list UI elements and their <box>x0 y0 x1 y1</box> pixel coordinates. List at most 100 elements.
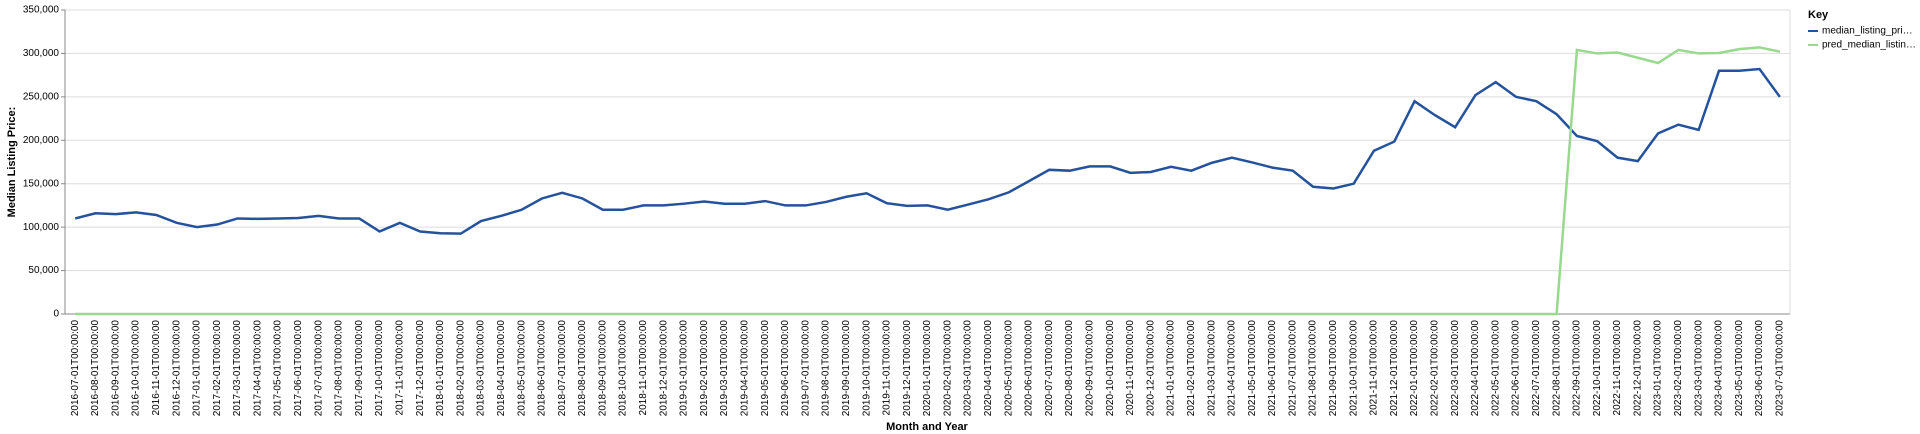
x-tick-label: 2020-06-01T00:00:00 <box>1024 320 1035 417</box>
x-tick-label: 2018-01-01T00:00:00 <box>435 320 446 417</box>
x-tick-label: 2021-07-01T00:00:00 <box>1287 320 1298 417</box>
x-tick-label: 2023-04-01T00:00:00 <box>1714 320 1725 417</box>
x-tick-label: 2019-08-01T00:00:00 <box>821 320 832 417</box>
x-tick-label: 2017-06-01T00:00:00 <box>293 320 304 417</box>
x-tick-label: 2018-07-01T00:00:00 <box>557 320 568 417</box>
x-tick-label: 2019-11-01T00:00:00 <box>882 320 893 416</box>
x-tick-label: 2020-05-01T00:00:00 <box>1003 320 1014 417</box>
x-tick-label: 2019-07-01T00:00:00 <box>800 320 811 417</box>
x-tick-label: 2016-11-01T00:00:00 <box>151 320 162 416</box>
x-tick-label: 2018-03-01T00:00:00 <box>476 320 487 417</box>
x-tick-label: 2017-03-01T00:00:00 <box>232 320 243 417</box>
x-tick-label: 2023-03-01T00:00:00 <box>1693 320 1704 417</box>
x-tick-label: 2017-11-01T00:00:00 <box>394 320 405 416</box>
x-tick-label: 2017-08-01T00:00:00 <box>334 320 345 417</box>
x-tick-label: 2020-10-01T00:00:00 <box>1105 320 1116 417</box>
x-tick-label: 2022-07-01T00:00:00 <box>1531 320 1542 417</box>
x-tick-label: 2017-02-01T00:00:00 <box>212 320 223 417</box>
x-tick-label: 2022-03-01T00:00:00 <box>1450 320 1461 417</box>
x-tick-label: 2019-01-01T00:00:00 <box>679 320 690 417</box>
x-tick-label: 2020-09-01T00:00:00 <box>1084 320 1095 417</box>
x-tick-label: 2018-08-01T00:00:00 <box>577 320 588 417</box>
y-tick-label: 0 <box>53 309 59 320</box>
y-tick-label: 300,000 <box>23 48 60 59</box>
x-tick-label: 2022-01-01T00:00:00 <box>1409 320 1420 417</box>
y-tick-label: 200,000 <box>23 135 60 146</box>
x-tick-label: 2018-11-01T00:00:00 <box>638 320 649 416</box>
x-tick-label: 2018-04-01T00:00:00 <box>496 320 507 417</box>
x-tick-label: 2021-03-01T00:00:00 <box>1206 320 1217 417</box>
y-axis-title: Median Listing Price: <box>6 107 18 218</box>
x-tick-label: 2021-11-01T00:00:00 <box>1369 320 1380 416</box>
x-tick-label: 2021-08-01T00:00:00 <box>1308 320 1319 417</box>
x-tick-label: 2016-10-01T00:00:00 <box>131 320 142 417</box>
x-tick-label: 2023-05-01T00:00:00 <box>1734 320 1745 417</box>
x-axis-title: Month and Year <box>886 421 968 433</box>
legend-label: pred_median_listin… <box>1822 40 1916 51</box>
x-tick-label: 2018-05-01T00:00:00 <box>516 320 527 417</box>
x-tick-label: 2017-07-01T00:00:00 <box>313 320 324 417</box>
x-tick-label: 2016-07-01T00:00:00 <box>70 320 81 417</box>
x-tick-label: 2018-12-01T00:00:00 <box>658 320 669 417</box>
x-tick-label: 2020-03-01T00:00:00 <box>963 320 974 417</box>
x-tick-label: 2021-09-01T00:00:00 <box>1328 320 1339 417</box>
x-tick-label: 2016-12-01T00:00:00 <box>171 320 182 417</box>
x-tick-label: 2022-02-01T00:00:00 <box>1429 320 1440 417</box>
x-tick-label: 2016-08-01T00:00:00 <box>90 320 101 417</box>
x-tick-label: 2022-12-01T00:00:00 <box>1632 320 1643 417</box>
x-tick-label: 2020-04-01T00:00:00 <box>983 320 994 417</box>
x-tick-label: 2021-05-01T00:00:00 <box>1247 320 1258 417</box>
x-tick-label: 2023-01-01T00:00:00 <box>1653 320 1664 417</box>
x-tick-label: 2017-05-01T00:00:00 <box>273 320 284 417</box>
x-tick-label: 2022-04-01T00:00:00 <box>1470 320 1481 417</box>
x-tick-label: 2021-01-01T00:00:00 <box>1166 320 1177 417</box>
x-tick-label: 2020-07-01T00:00:00 <box>1044 320 1055 417</box>
legend-label: median_listing_pri… <box>1822 26 1913 37</box>
y-tick-label: 150,000 <box>23 178 60 189</box>
x-tick-label: 2017-12-01T00:00:00 <box>415 320 426 417</box>
line <box>74 67 1781 235</box>
x-tick-label: 2020-02-01T00:00:00 <box>942 320 953 417</box>
x-tick-label: 2020-12-01T00:00:00 <box>1145 320 1156 417</box>
legend-title: Key <box>1808 9 1829 21</box>
x-tick-label: 2023-02-01T00:00:00 <box>1673 320 1684 417</box>
x-tick-label: 2017-09-01T00:00:00 <box>354 320 365 417</box>
x-tick-label: 2018-06-01T00:00:00 <box>537 320 548 417</box>
x-tick-label: 2020-01-01T00:00:00 <box>922 320 933 417</box>
x-tick-label: 2023-06-01T00:00:00 <box>1754 320 1765 417</box>
y-tick-label: 50,000 <box>28 265 59 276</box>
x-tick-label: 2022-05-01T00:00:00 <box>1490 320 1501 417</box>
x-tick-label: 2019-09-01T00:00:00 <box>841 320 852 417</box>
line <box>75 46 1781 316</box>
y-tick-label: 100,000 <box>23 222 60 233</box>
x-tick-label: 2018-02-01T00:00:00 <box>455 320 466 417</box>
x-tick-label: 2020-08-01T00:00:00 <box>1064 320 1075 417</box>
x-tick-label: 2022-11-01T00:00:00 <box>1612 320 1623 416</box>
x-tick-label: 2019-03-01T00:00:00 <box>719 320 730 417</box>
x-tick-label: 2019-12-01T00:00:00 <box>902 320 913 417</box>
x-tick-label: 2016-09-01T00:00:00 <box>110 320 121 417</box>
x-tick-label: 2017-04-01T00:00:00 <box>252 320 263 417</box>
x-tick-label: 2018-09-01T00:00:00 <box>597 320 608 417</box>
x-tick-label: 2021-12-01T00:00:00 <box>1389 320 1400 417</box>
x-tick-label: 2023-07-01T00:00:00 <box>1774 320 1785 417</box>
x-tick-label: 2017-01-01T00:00:00 <box>192 320 203 417</box>
x-tick-label: 2022-06-01T00:00:00 <box>1511 320 1522 417</box>
x-tick-label: 2022-08-01T00:00:00 <box>1551 320 1562 417</box>
y-tick-label: 250,000 <box>23 91 60 102</box>
x-tick-label: 2019-04-01T00:00:00 <box>739 320 750 417</box>
x-tick-label: 2021-10-01T00:00:00 <box>1348 320 1359 417</box>
y-tick-label: 350,000 <box>23 5 60 16</box>
x-tick-label: 2022-09-01T00:00:00 <box>1572 320 1583 417</box>
x-tick-label: 2021-06-01T00:00:00 <box>1267 320 1278 417</box>
x-tick-label: 2019-10-01T00:00:00 <box>861 320 872 417</box>
x-tick-label: 2019-05-01T00:00:00 <box>760 320 771 417</box>
x-tick-label: 2020-11-01T00:00:00 <box>1125 320 1136 416</box>
x-tick-label: 2021-04-01T00:00:00 <box>1227 320 1238 417</box>
x-tick-label: 2022-10-01T00:00:00 <box>1592 320 1603 417</box>
x-tick-label: 2021-02-01T00:00:00 <box>1186 320 1197 417</box>
x-tick-label: 2017-10-01T00:00:00 <box>374 320 385 417</box>
x-tick-label: 2018-10-01T00:00:00 <box>618 320 629 417</box>
